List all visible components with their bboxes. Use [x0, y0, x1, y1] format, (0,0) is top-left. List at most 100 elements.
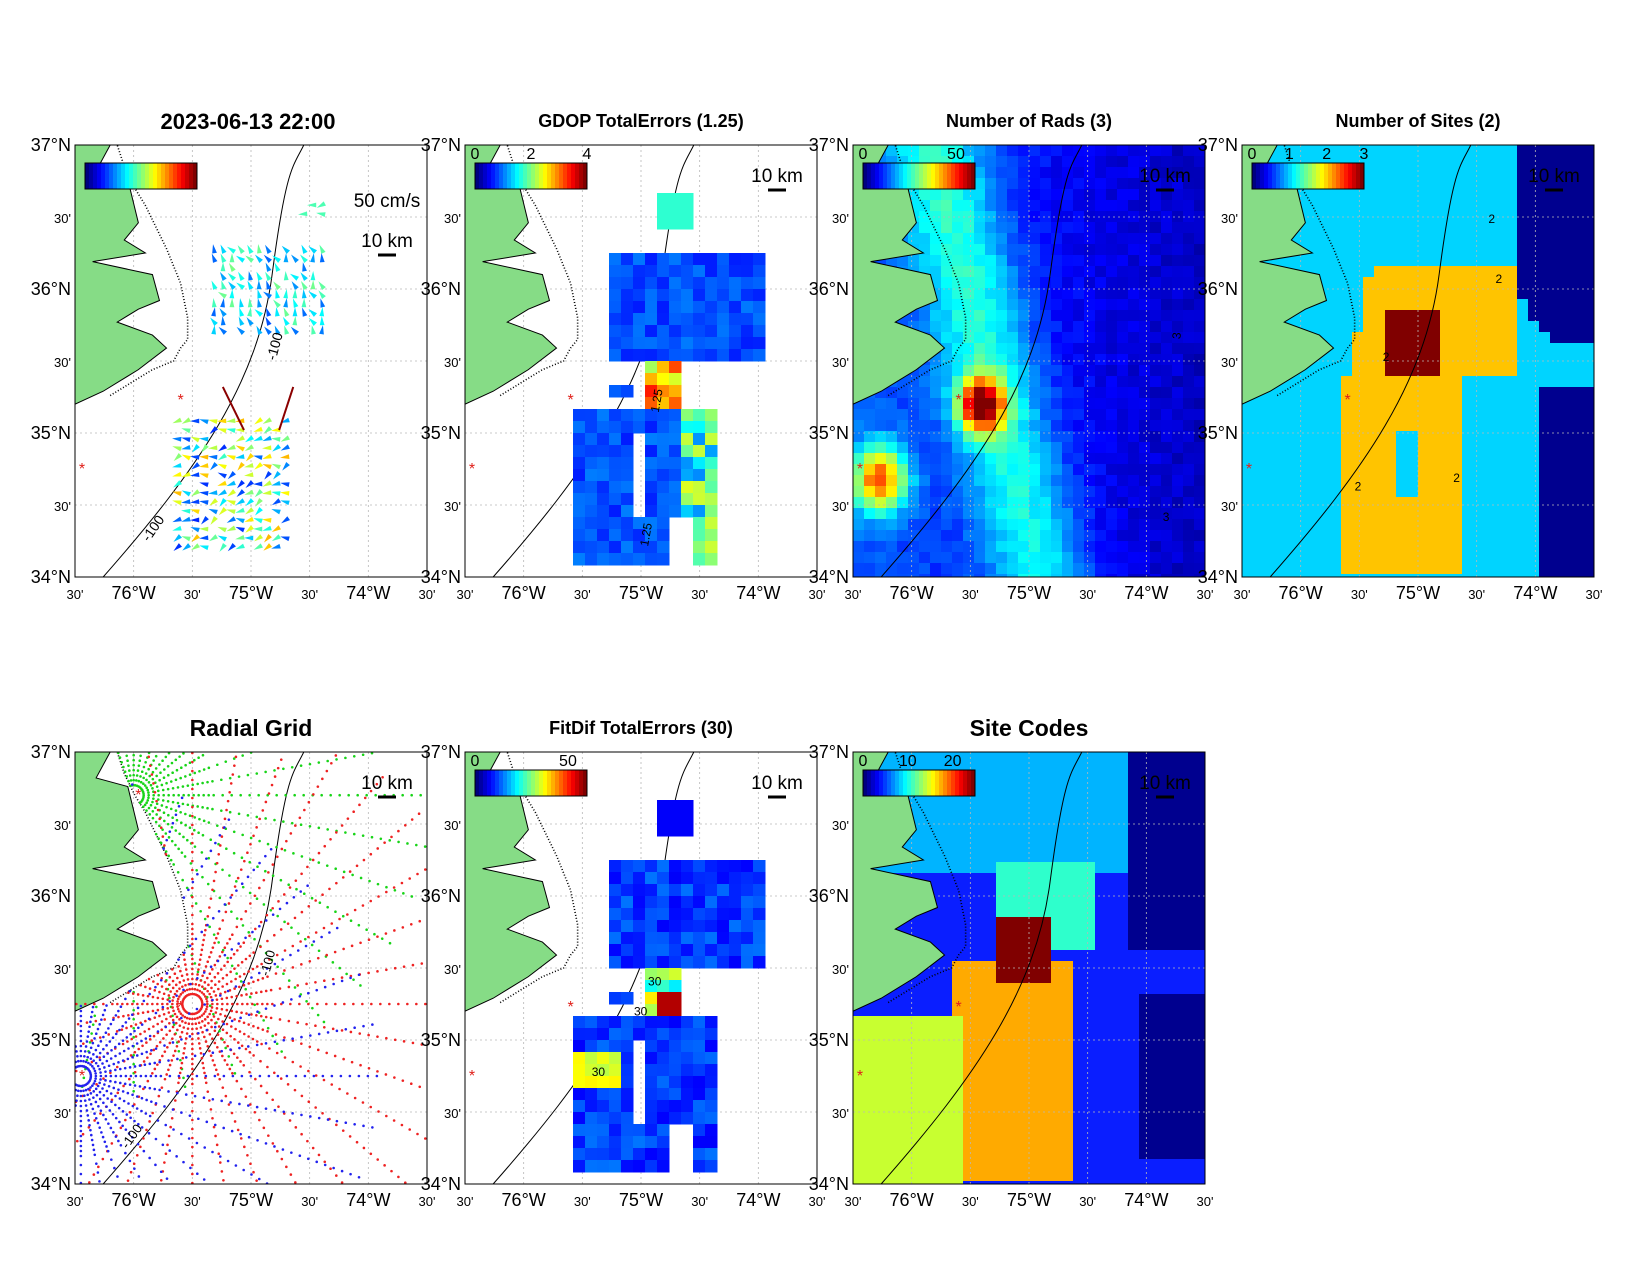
radial-grid-point: [139, 775, 142, 778]
radial-grid-point: [242, 972, 246, 976]
radial-grid-point: [307, 1069, 310, 1073]
radial-grid-point: [151, 1002, 154, 1006]
heat-cell: [1084, 233, 1096, 245]
lat-tick-label: 30': [832, 211, 849, 226]
radial-grid-point: [238, 985, 241, 989]
heat-cell: [1396, 343, 1408, 355]
radial-grid-point: [195, 868, 198, 872]
heat-cell: [1517, 222, 1529, 234]
radial-grid-point: [308, 762, 312, 766]
heat-cell: [886, 552, 898, 564]
heat-cell: [1029, 299, 1041, 311]
heat-cell: [1495, 255, 1507, 267]
heat-cell: [1117, 343, 1129, 355]
heat-cell: [1407, 244, 1419, 256]
heat-cell: [1319, 255, 1331, 267]
heat-cell: [1161, 332, 1173, 344]
heat-cell: [1150, 574, 1162, 577]
colorbar-cell: [543, 163, 548, 189]
heat-cell: [941, 508, 953, 520]
heat-cell: [1073, 299, 1085, 311]
heat-cell: [1440, 365, 1452, 377]
heat-cell: [633, 553, 646, 566]
heat-cell: [1161, 288, 1173, 300]
radial-grid-point: [96, 1064, 100, 1068]
heat-cell: [1330, 244, 1342, 256]
radial-grid-point: [249, 836, 253, 840]
heat-cell: [1495, 464, 1507, 476]
radial-grid-point: [176, 976, 179, 980]
current-vector: [262, 445, 272, 451]
heat-cell: [974, 497, 986, 509]
colorbar-cell: [483, 163, 488, 189]
radial-grid-point: [90, 1039, 94, 1042]
heat-cell: [963, 310, 975, 322]
heat-cell: [1495, 178, 1507, 190]
heat-cell: [717, 337, 730, 350]
radial-grid-point: [322, 1078, 326, 1082]
heat-cell: [1183, 310, 1195, 322]
heat-cell: [941, 431, 953, 443]
heat-cell: [1418, 255, 1430, 267]
heat-cell: [1286, 453, 1298, 465]
heat-cell: [1073, 420, 1085, 432]
heat-cell: [985, 299, 997, 311]
heat-cell: [985, 530, 997, 542]
radial-grid-point: [193, 962, 197, 965]
colorbar-cell: [935, 163, 940, 189]
radial-grid-point: [171, 800, 175, 804]
heat-cell: [963, 519, 975, 531]
heat-cell: [1139, 420, 1151, 432]
lon-tick-label: 30': [1079, 587, 1096, 602]
heat-cell: [1440, 497, 1452, 509]
heat-cell: [1484, 574, 1496, 577]
current-vector: [217, 480, 227, 486]
heat-cell: [1517, 343, 1529, 355]
radial-grid-point: [118, 756, 122, 759]
heat-cell: [1161, 552, 1173, 564]
heat-cell: [1407, 288, 1419, 300]
current-vector: [208, 419, 218, 424]
heat-cell: [985, 321, 997, 333]
heat-cell: [1007, 365, 1019, 377]
radial-grid-point: [152, 1048, 156, 1052]
heat-cell: [974, 189, 986, 201]
heat-cell: [1150, 343, 1162, 355]
radial-grid-point: [191, 1077, 194, 1081]
radial-grid-point: [341, 1129, 345, 1132]
heat-cell: [1583, 332, 1594, 344]
radial-grid-point: [285, 839, 288, 843]
heat-cell: [717, 265, 730, 278]
heat-cell: [1264, 398, 1276, 410]
heat-cell: [1275, 156, 1287, 168]
heat-cell: [1007, 332, 1019, 344]
current-vector: [263, 254, 272, 263]
radial-grid-point: [373, 932, 376, 936]
heat-cell: [1374, 475, 1386, 487]
radial-grid-point: [170, 826, 174, 829]
current-vector: [284, 325, 290, 335]
heat-cell: [621, 553, 634, 566]
heat-cell: [1051, 552, 1063, 564]
radial-grid-point: [192, 828, 196, 832]
heat-cell: [1062, 354, 1074, 366]
heat-cell: [1473, 145, 1485, 157]
radial-grid-point: [207, 1021, 210, 1025]
heat-cell: [996, 178, 1008, 190]
heat-cell: [1051, 519, 1063, 531]
heat-cell: [585, 445, 598, 458]
heat-cell: [1084, 178, 1096, 190]
heat-cell: [1583, 530, 1594, 542]
heat-cell: [1183, 431, 1195, 443]
heat-cell: [681, 481, 694, 494]
radial-grid-point: [225, 1022, 229, 1026]
heat-cell: [1040, 288, 1052, 300]
heat-cell: [645, 385, 658, 398]
heat-cell: [645, 445, 658, 458]
heat-cell: [1418, 475, 1430, 487]
heat-cell: [1495, 222, 1507, 234]
heat-cell: [1172, 244, 1184, 256]
heat-cell: [1117, 167, 1129, 179]
heat-cell: [1440, 156, 1452, 168]
radial-grid-point: [283, 969, 286, 972]
